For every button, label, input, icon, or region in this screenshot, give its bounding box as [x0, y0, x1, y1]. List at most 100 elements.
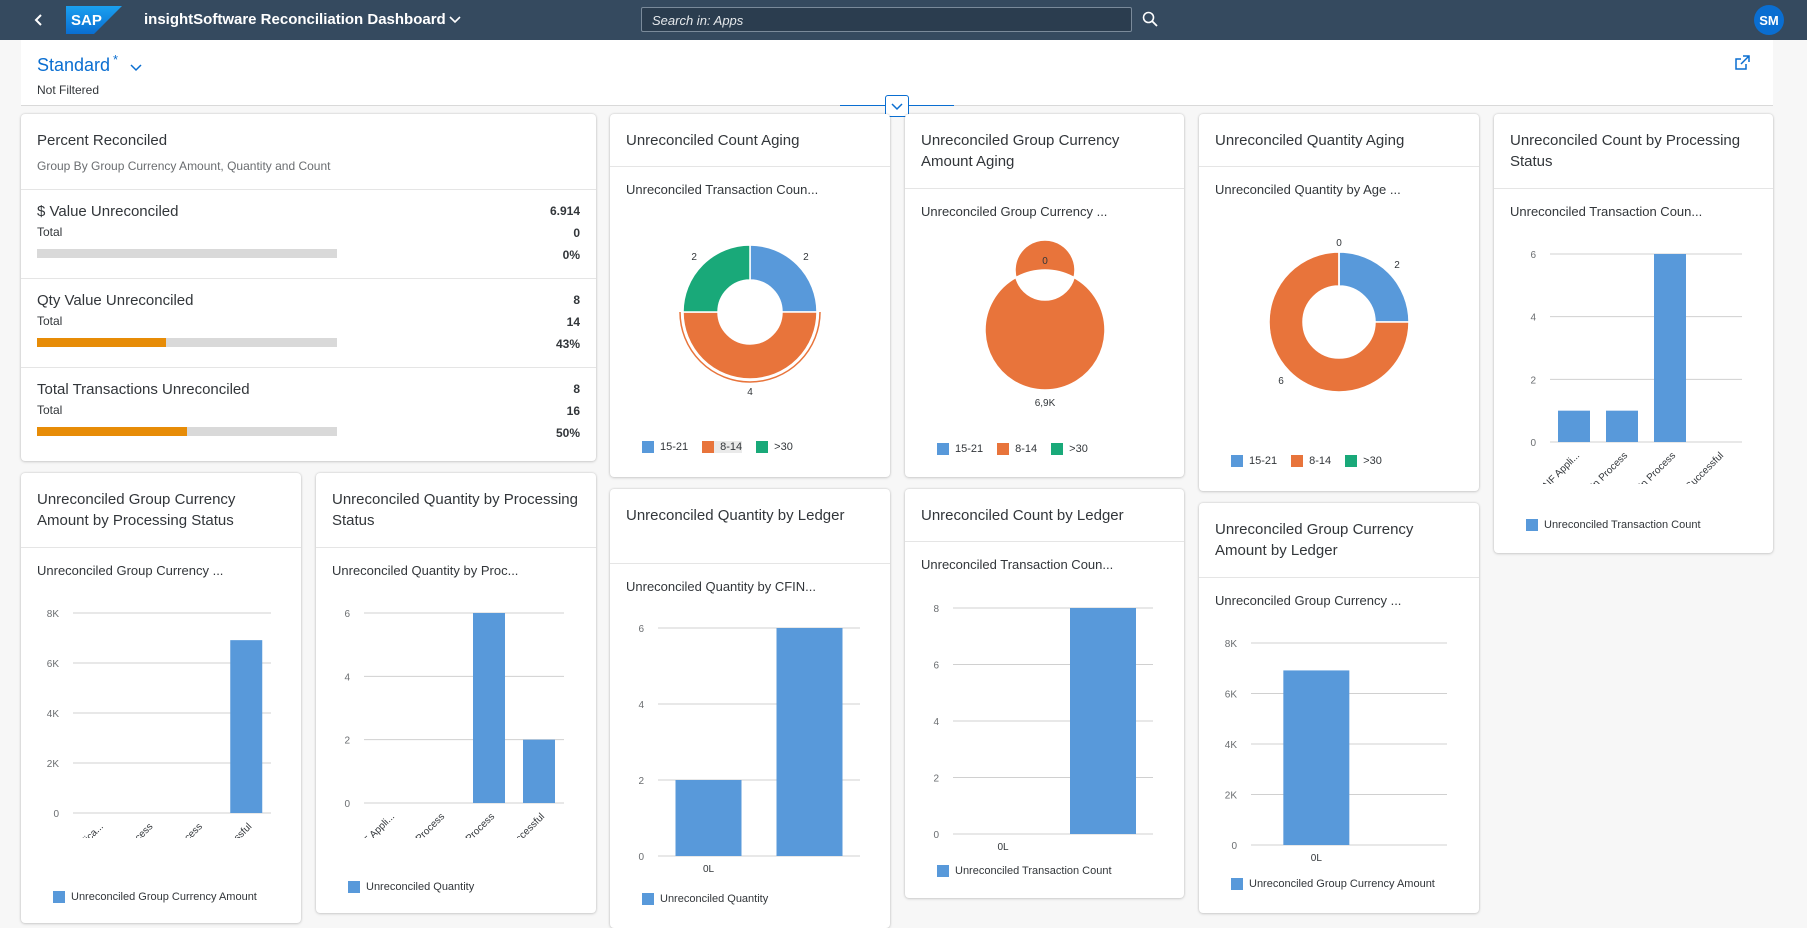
- y-tick-label: 2K: [1225, 791, 1238, 802]
- card-group-currency-by-status[interactable]: Unreconciled Group Currency Amount by Pr…: [21, 473, 301, 923]
- chart-canvas: 0 2K 4K 6K 8K AIF Applica...AIF In Process In …: [47, 609, 271, 838]
- progress-bar: [37, 427, 337, 436]
- card-quantity-by-status[interactable]: Unreconciled Quantity by Processing Stat…: [316, 473, 596, 913]
- y-tick-label: 6K: [47, 659, 60, 670]
- kpi-value: 6.914: [549, 204, 580, 218]
- card-count-by-ledger[interactable]: Unreconciled Count by Ledger Unreconciled…: [905, 489, 1184, 898]
- bar-AIF Appli...[interactable]: [1558, 410, 1590, 442]
- card-quantity-aging[interactable]: Unreconciled Quantity Aging Unreconciled …: [1199, 114, 1479, 491]
- legend-item[interactable]: Unreconciled Group Currency Amount: [1231, 878, 1435, 890]
- legend-item[interactable]: 15-21: [1231, 455, 1277, 467]
- x-tick-label: In Process: [164, 821, 205, 838]
- search-icon[interactable]: [1141, 10, 1159, 28]
- pie-slice-15-21[interactable]: [749, 244, 818, 313]
- y-tick-label: 6: [1530, 250, 1536, 261]
- pie-slice-8-14[interactable]: [682, 311, 818, 380]
- chart-subtitle: Unreconciled Transaction Coun...: [626, 182, 819, 197]
- card-quantity-by-ledger[interactable]: Unreconciled Quantity by Ledger Unreconci…: [610, 489, 890, 928]
- chart-subtitle: Unreconciled Transaction Coun...: [1510, 204, 1703, 219]
- legend-label: Unreconciled Quantity: [660, 893, 769, 905]
- y-tick-label: 4: [344, 672, 350, 683]
- legend-item[interactable]: 15-21: [642, 441, 688, 453]
- x-tick-label: AIF Appli...: [1540, 450, 1582, 484]
- card-subtitle: Group By Group Currency Amount, Quantity…: [37, 159, 331, 173]
- collapse-header-button[interactable]: [885, 95, 909, 117]
- legend-swatch: [937, 443, 949, 455]
- legend-item[interactable]: 8-14: [1291, 455, 1331, 467]
- progress-bar: [37, 338, 337, 347]
- search-input[interactable]: Search in: Apps: [641, 7, 1132, 32]
- progress-fill: [37, 338, 166, 347]
- bar-Successful[interactable]: [230, 640, 263, 813]
- legend-label: 15-21: [660, 441, 689, 453]
- y-tick-label: 8K: [1225, 639, 1238, 650]
- card-percent-reconciled[interactable]: Percent Reconciled Group By Group Curren…: [21, 114, 596, 461]
- legend-item[interactable]: 8-14: [997, 443, 1037, 455]
- card-title: Unreconciled Count Aging: [626, 132, 800, 149]
- avatar[interactable]: SM: [1754, 5, 1784, 35]
- chart-legend: 15-21 8-14 >30: [610, 441, 890, 453]
- legend-swatch: [1345, 455, 1358, 467]
- legend-item[interactable]: Unreconciled Transaction Count: [937, 865, 1112, 877]
- bar-category[interactable]: [1070, 608, 1136, 834]
- legend-item[interactable]: >30: [1051, 443, 1088, 455]
- share-icon[interactable]: [1733, 54, 1751, 72]
- chevron-down-icon[interactable]: [129, 60, 143, 74]
- legend-item[interactable]: >30: [756, 441, 793, 453]
- data-label: 6,9K: [1035, 398, 1056, 409]
- legend-item[interactable]: 8-14: [702, 441, 743, 453]
- bar-In Process[interactable]: [473, 613, 505, 803]
- kpi-percent: 0%: [562, 248, 580, 262]
- variant-title[interactable]: Standard: [37, 55, 111, 75]
- legend-label: 15-21: [1249, 455, 1278, 467]
- pie-slice-8-14[interactable]: [1268, 251, 1410, 393]
- legend-swatch: [1231, 878, 1243, 890]
- legend-label: >30: [1363, 455, 1382, 467]
- kpi-value: 8: [573, 293, 580, 307]
- x-tick-label: Successful: [212, 821, 254, 838]
- legend-swatch: [702, 441, 715, 453]
- legend-swatch: [642, 893, 654, 905]
- legend-item[interactable]: Unreconciled Transaction Count: [1526, 519, 1701, 531]
- legend-item[interactable]: 15-21: [937, 443, 983, 455]
- y-tick-label: 0: [344, 799, 350, 810]
- kpi-total: 0: [573, 226, 580, 240]
- y-tick-label: 8: [933, 604, 939, 615]
- card-title: Unreconciled Count by Ledger: [921, 507, 1124, 524]
- bar-Successful[interactable]: [523, 739, 555, 803]
- card-group-currency-aging[interactable]: Unreconciled Group Currency Amount Aging…: [905, 114, 1184, 477]
- bar-category[interactable]: [776, 628, 843, 856]
- card-header-divider: [1494, 188, 1773, 189]
- legend-item[interactable]: Unreconciled Quantity: [348, 881, 474, 893]
- kpi-value: 8: [573, 382, 580, 396]
- legend-item[interactable]: Unreconciled Quantity: [642, 893, 768, 905]
- progress-bar: [37, 249, 337, 258]
- x-tick-label: 0L: [997, 842, 1009, 853]
- bar-In Process[interactable]: [1654, 254, 1686, 442]
- legend-item[interactable]: Unreconciled Group Currency Amount: [53, 891, 257, 903]
- legend-label: >30: [1069, 443, 1088, 455]
- legend-swatch: [53, 891, 65, 903]
- legend-swatch: [1291, 455, 1304, 467]
- data-label: 6: [1278, 376, 1284, 387]
- bar-0L[interactable]: [675, 780, 742, 856]
- bar-AIF In Process[interactable]: [1606, 410, 1638, 442]
- chevron-down-icon[interactable]: [448, 12, 462, 26]
- card-header-divider: [610, 166, 890, 167]
- pie-slice->30[interactable]: [682, 244, 751, 313]
- legend-label: 8-14: [1015, 443, 1038, 455]
- back-icon[interactable]: [28, 9, 50, 31]
- bar-0L[interactable]: [1283, 670, 1350, 845]
- card-header-divider: [905, 541, 1184, 542]
- pie-slice-8-14[interactable]: [984, 239, 1106, 391]
- x-tick-label: 0L: [703, 864, 715, 875]
- chart-canvas: 2 6 0: [1268, 238, 1410, 393]
- legend-item[interactable]: >30: [1345, 455, 1382, 467]
- card-count-aging[interactable]: Unreconciled Count Aging Unreconciled Tra…: [610, 114, 890, 477]
- card-count-by-status[interactable]: Unreconciled Count by Processing Status U…: [1494, 114, 1773, 553]
- card-group-currency-by-ledger[interactable]: Unreconciled Group Currency Amount by Le…: [1199, 503, 1479, 913]
- app-title[interactable]: insightSoftware Reconciliation Dashboard: [144, 11, 446, 28]
- kpi-value-unreconciled: $ Value Unreconciled 6.914 Total 0 0%: [21, 189, 596, 279]
- legend-label: Unreconciled Transaction Count: [955, 865, 1112, 877]
- sap-logo[interactable]: SAP: [66, 6, 122, 34]
